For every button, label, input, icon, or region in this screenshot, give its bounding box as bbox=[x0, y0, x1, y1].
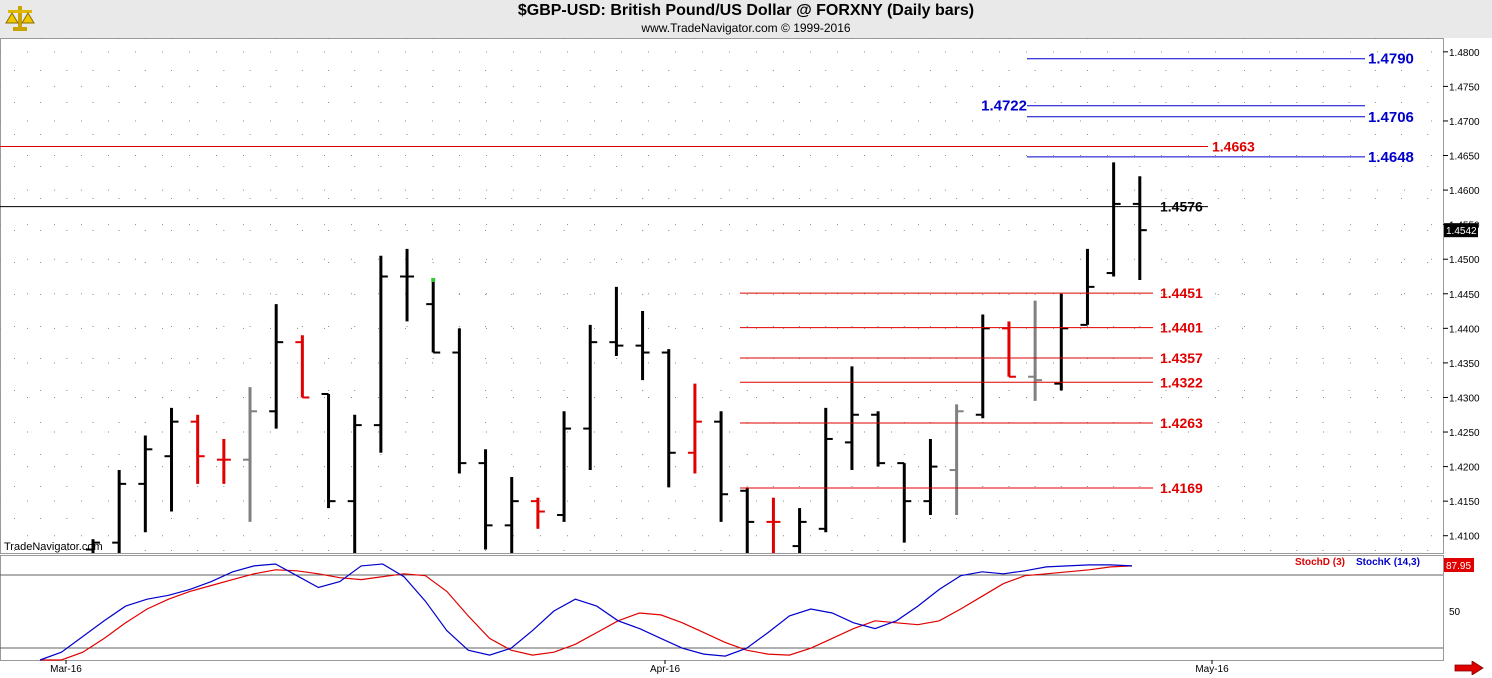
y-tick-label: 1.4800 bbox=[1449, 48, 1480, 59]
y-tick-label: 1.4150 bbox=[1449, 497, 1480, 508]
stoch-value-label: 87.95 bbox=[1446, 561, 1471, 572]
y-tick-label: 1.4250 bbox=[1449, 428, 1480, 439]
y-tick-label: 1.4750 bbox=[1449, 82, 1480, 93]
level-label: 1.4451 bbox=[1160, 285, 1203, 301]
legend-stochD: StochD (3) bbox=[1295, 557, 1345, 568]
ohlc-bar bbox=[426, 279, 441, 354]
ohlc-bar bbox=[740, 487, 755, 553]
legend-stochK: StochK (14,3) bbox=[1356, 557, 1420, 568]
ohlc-bar bbox=[321, 393, 336, 509]
y-tick-label: 1.4650 bbox=[1449, 152, 1480, 163]
y-tick-label: 1.4500 bbox=[1449, 255, 1480, 266]
ohlc-bar bbox=[766, 497, 781, 553]
ohlc-bar bbox=[1080, 248, 1095, 326]
level-label: 1.4706 bbox=[1368, 109, 1414, 126]
ohlc-bar bbox=[1132, 176, 1147, 280]
ohlc-bar bbox=[923, 438, 938, 515]
y-tick-label: 1.4700 bbox=[1449, 117, 1480, 128]
ohlc-bar bbox=[1001, 321, 1016, 378]
ohlc-bar bbox=[557, 411, 572, 522]
last-price-label: 1.4542 bbox=[1446, 226, 1477, 237]
y-tick-label: 1.4100 bbox=[1449, 532, 1480, 543]
ohlc-bar bbox=[138, 435, 153, 533]
ohlc-bar bbox=[452, 328, 467, 474]
ohlc-bar bbox=[714, 411, 729, 522]
ohlc-bar bbox=[112, 470, 127, 553]
ohlc-bar bbox=[216, 438, 231, 484]
level-label: 1.4648 bbox=[1368, 149, 1414, 166]
ohlc-bar bbox=[897, 462, 912, 543]
ohlc-bar bbox=[583, 324, 598, 471]
ohlc-bar bbox=[792, 508, 807, 553]
ohlc-bar bbox=[871, 411, 886, 467]
ohlc-bar bbox=[661, 349, 676, 488]
ohlc-bar bbox=[164, 407, 179, 512]
ohlc-bar bbox=[269, 304, 284, 429]
ohlc-bar bbox=[504, 476, 519, 553]
ohlc-bar bbox=[478, 449, 493, 550]
stoch-tick-label: 50 bbox=[1449, 607, 1461, 618]
level-label: 1.4401 bbox=[1160, 320, 1203, 336]
x-tick-label: Mar-16 bbox=[50, 664, 82, 675]
stochK-line bbox=[39, 563, 1133, 661]
balance-scale-icon bbox=[5, 6, 35, 31]
signal-dot bbox=[431, 277, 436, 282]
level-label: 1.4790 bbox=[1368, 51, 1414, 68]
stochD-line bbox=[40, 565, 1133, 661]
ohlc-bar bbox=[400, 248, 415, 322]
chart-title: $GBP-USD: British Pound/US Dollar @ FORX… bbox=[517, 2, 975, 19]
last-price-box bbox=[1444, 223, 1478, 238]
x-tick-label: May-16 bbox=[1195, 664, 1229, 675]
ohlc-bar bbox=[818, 407, 833, 533]
ohlc-bar bbox=[1106, 162, 1121, 277]
ohlc-bar bbox=[975, 314, 990, 419]
ohlc-bar bbox=[609, 286, 624, 356]
ohlc-bar bbox=[373, 255, 388, 453]
level-label: 1.4263 bbox=[1160, 415, 1203, 431]
ohlc-bar bbox=[687, 383, 702, 474]
y-tick-label: 1.4400 bbox=[1449, 324, 1480, 335]
ohlc-bar bbox=[635, 311, 650, 381]
ohlc-bar bbox=[530, 497, 545, 529]
watermark: TradeNavigator.com bbox=[4, 541, 103, 553]
ohlc-bar bbox=[949, 404, 964, 515]
level-label: 1.4663 bbox=[1212, 139, 1255, 155]
level-label: 1.4722 bbox=[981, 98, 1027, 115]
y-tick-label: 1.4200 bbox=[1449, 463, 1480, 474]
level-label: 1.4357 bbox=[1160, 350, 1203, 366]
y-tick-label: 1.4350 bbox=[1449, 359, 1480, 370]
chart-subtitle: www.TradeNavigator.com © 1999-2016 bbox=[641, 21, 851, 35]
y-tick-label: 1.4450 bbox=[1449, 290, 1480, 301]
right-arrow-icon[interactable] bbox=[1454, 661, 1484, 675]
y-tick-label: 1.4300 bbox=[1449, 393, 1480, 404]
ohlc-bar bbox=[1028, 300, 1043, 401]
ohlc-bar bbox=[844, 366, 859, 471]
level-label: 1.4322 bbox=[1160, 374, 1203, 390]
price-panel-frame bbox=[0, 38, 1444, 554]
stoch-value-box bbox=[1444, 558, 1474, 572]
ohlc-bar bbox=[1054, 293, 1069, 391]
stoch-panel-frame bbox=[0, 555, 1444, 661]
ohlc-bar bbox=[243, 387, 258, 522]
level-label: 1.4576 bbox=[1160, 199, 1203, 215]
ohlc-bar bbox=[347, 414, 362, 553]
level-label: 1.4169 bbox=[1160, 480, 1203, 496]
ohlc-bar bbox=[190, 414, 205, 484]
y-tick-label: 1.4600 bbox=[1449, 186, 1480, 197]
ohlc-bar bbox=[86, 539, 100, 553]
chart-header bbox=[0, 0, 1492, 38]
x-tick-label: Apr-16 bbox=[650, 664, 680, 675]
ohlc-bar bbox=[295, 335, 310, 399]
